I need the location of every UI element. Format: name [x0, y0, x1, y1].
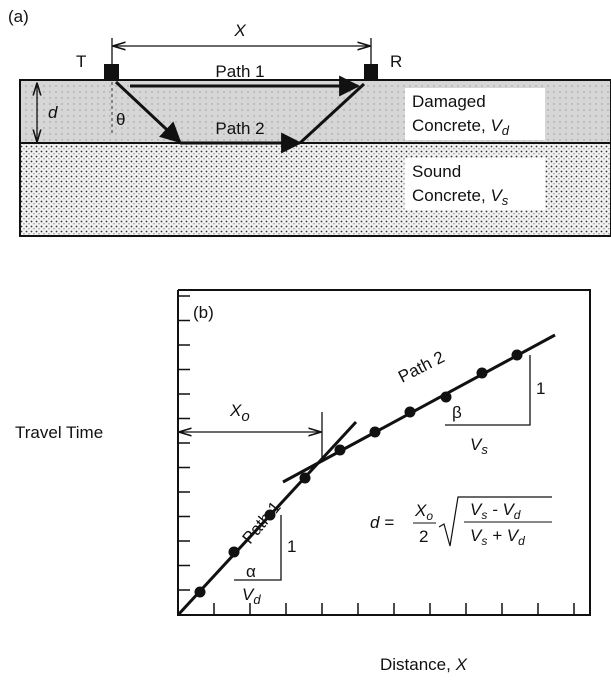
- panel-label: (a): [8, 7, 29, 26]
- measurement-point: [370, 427, 381, 438]
- angle-label: θ: [116, 110, 125, 129]
- measurement-point: [195, 587, 206, 598]
- transmitter: [104, 64, 119, 80]
- speed-label: Vd: [242, 585, 261, 607]
- path-label: Path 1: [215, 62, 264, 81]
- transmitter-label: T: [76, 52, 86, 71]
- formula-num: Xo: [414, 501, 433, 523]
- measurement-point: [335, 445, 346, 456]
- path-label: Path 2: [395, 347, 447, 386]
- panel-label: (b): [193, 303, 214, 322]
- y-axis-label: Travel Time: [15, 423, 103, 442]
- panel-b: (b) Travel Time Distance, X Xo α 1 Vd β …: [15, 290, 590, 674]
- figure: (a) X T R Path 1 Path 2 θ d Damaged Conc…: [0, 0, 611, 680]
- measurement-point: [265, 510, 276, 521]
- measurement-point: [300, 473, 311, 484]
- rise-label: 1: [536, 379, 545, 398]
- receiver: [364, 64, 378, 80]
- path-label: Path 1: [239, 498, 285, 548]
- measurement-point: [229, 547, 240, 558]
- angle-label: α: [246, 562, 256, 581]
- formula-lhs: d =: [370, 513, 394, 532]
- panel-a: (a) X T R Path 1 Path 2 θ d Damaged Conc…: [8, 7, 611, 236]
- depth-label: d: [48, 103, 58, 122]
- measurement-point: [477, 368, 488, 379]
- formula: d = Xo 2 Vs - Vd Vs + Vd: [370, 497, 552, 548]
- measurement-point: [405, 407, 416, 418]
- distance-label: X: [233, 21, 246, 40]
- path-label: Path 2: [215, 119, 264, 138]
- angle-label: β: [452, 403, 462, 422]
- rise-label: 1: [287, 537, 296, 556]
- measurement-point: [512, 350, 523, 361]
- speed-label: Vs: [470, 435, 488, 457]
- formula-bottom: Vs + Vd: [470, 526, 525, 548]
- plot-frame: [178, 290, 590, 615]
- formula-den: 2: [419, 527, 428, 546]
- receiver-label: R: [390, 52, 402, 71]
- crossover-label: Xo: [229, 401, 250, 425]
- layer-label: Damaged: [412, 92, 486, 111]
- layer-label: Concrete, Vs: [412, 186, 509, 208]
- layer-label: Sound: [412, 162, 461, 181]
- measurement-point: [441, 392, 452, 403]
- x-axis-label: Distance, X: [380, 655, 468, 674]
- layer-label: Concrete, Vd: [412, 116, 510, 138]
- formula-top: Vs - Vd: [470, 500, 521, 522]
